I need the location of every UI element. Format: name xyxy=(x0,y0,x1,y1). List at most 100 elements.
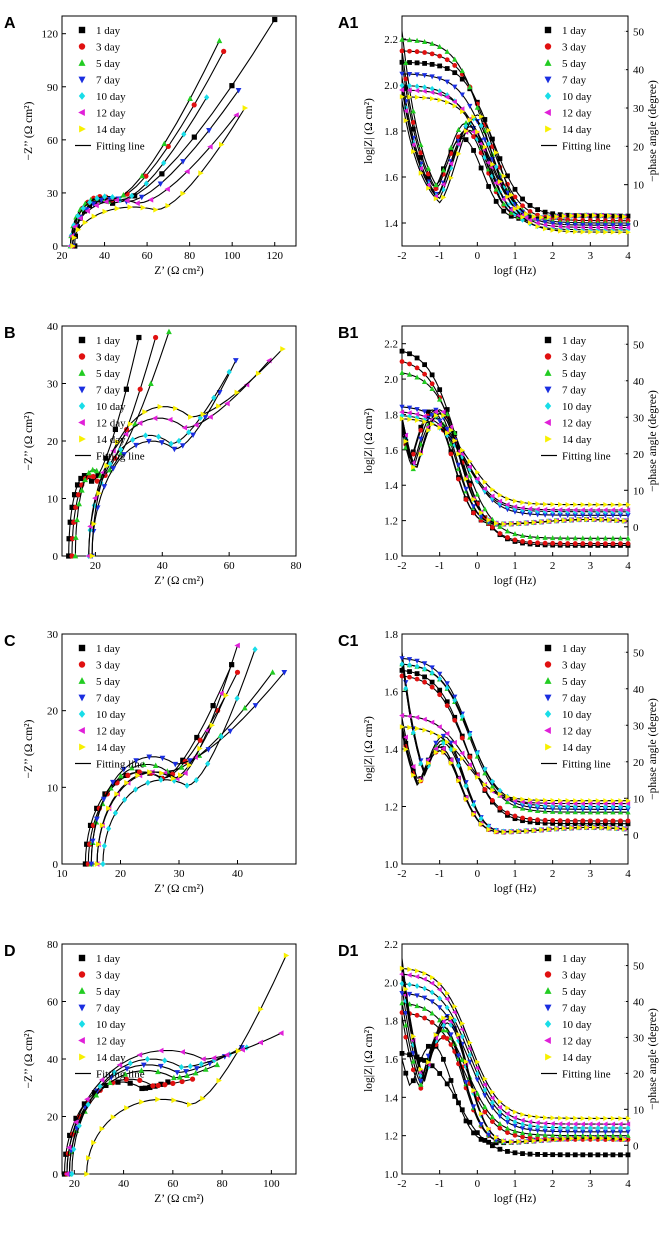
data-point xyxy=(89,838,96,845)
phase-point xyxy=(614,1136,620,1142)
phase-point xyxy=(569,1135,575,1142)
legend-label: 7 day xyxy=(562,385,587,397)
modulus-point xyxy=(549,223,555,229)
modulus-point xyxy=(557,507,563,513)
data-point xyxy=(159,770,165,777)
phase-point xyxy=(478,514,484,520)
modulus-point xyxy=(444,1081,450,1087)
data-point xyxy=(181,424,188,431)
x-axis-label: Z’ (Ω cm²) xyxy=(154,883,204,895)
modulus-point xyxy=(399,94,405,100)
data-point xyxy=(181,131,187,138)
modulus-point xyxy=(512,1128,518,1134)
modulus-point xyxy=(602,507,608,513)
legend-marker xyxy=(78,369,86,376)
modulus-point xyxy=(558,501,564,508)
legend-marker xyxy=(78,1020,86,1028)
modulus-point xyxy=(549,800,555,807)
legend-marker xyxy=(544,59,552,66)
modulus-point xyxy=(436,986,442,993)
data-point xyxy=(90,473,96,480)
modulus-point xyxy=(572,1125,578,1131)
modulus-point xyxy=(595,541,601,547)
phase-point xyxy=(486,517,492,523)
modulus-point xyxy=(610,502,616,508)
modulus-point xyxy=(610,513,616,519)
x-tick-label: 4 xyxy=(625,250,631,262)
modulus-point xyxy=(429,669,435,676)
modulus-point xyxy=(475,469,481,476)
x-tick-label: 60 xyxy=(167,1178,179,1190)
modulus-point xyxy=(460,1020,466,1027)
phase-point xyxy=(441,749,447,755)
legend-label: 10 day xyxy=(96,709,126,721)
data-point xyxy=(92,495,98,501)
modulus-point xyxy=(497,1125,503,1131)
data-point xyxy=(272,16,278,23)
y-tick-label: 2.0 xyxy=(384,977,398,989)
modulus-point xyxy=(422,674,427,680)
modulus-point xyxy=(399,712,405,719)
modulus-point xyxy=(414,355,420,361)
phase-point xyxy=(591,1135,597,1141)
modulus-point xyxy=(625,224,631,231)
modulus-point xyxy=(422,727,428,733)
modulus-point xyxy=(587,213,593,219)
modulus-point xyxy=(407,60,412,65)
phase-point xyxy=(448,427,454,433)
modulus-point xyxy=(535,817,540,823)
legend-marker xyxy=(79,743,86,751)
modulus-point xyxy=(459,1026,465,1032)
modulus-point xyxy=(414,1003,420,1009)
modulus-point xyxy=(406,972,412,978)
data-point xyxy=(94,195,100,202)
modulus-point xyxy=(444,426,450,432)
y2-tick-label: 40 xyxy=(633,65,645,77)
phase-point xyxy=(455,126,462,132)
modulus-point xyxy=(429,381,435,387)
modulus-point xyxy=(587,807,593,813)
y-tick-label: 40 xyxy=(47,1054,59,1066)
data-point xyxy=(145,779,151,786)
phase-point xyxy=(546,1137,552,1143)
modulus-point xyxy=(520,1121,525,1128)
phase-point xyxy=(607,517,613,523)
modulus-point xyxy=(467,458,473,464)
data-point xyxy=(269,669,276,675)
phase-point xyxy=(539,1137,545,1143)
phase-point xyxy=(411,772,417,778)
phase-point xyxy=(448,165,454,172)
data-point xyxy=(146,438,152,445)
modulus-point xyxy=(617,513,624,519)
phase-point xyxy=(463,137,469,143)
modulus-point xyxy=(490,524,495,530)
modulus-point xyxy=(437,687,443,693)
modulus-point xyxy=(610,1121,616,1127)
legend-label: 10 day xyxy=(96,1019,126,1031)
modulus-point xyxy=(557,535,563,541)
modulus-point xyxy=(399,36,405,42)
phase-point xyxy=(501,201,507,207)
modulus-point xyxy=(414,725,420,732)
data-point xyxy=(210,1055,217,1061)
data-point xyxy=(164,186,170,192)
x-tick-label: 120 xyxy=(266,250,283,262)
modulus-point xyxy=(407,416,413,422)
legend-marker xyxy=(78,987,86,994)
modulus-point xyxy=(535,212,540,218)
data-point xyxy=(76,500,82,507)
modulus-point xyxy=(565,228,571,235)
data-point xyxy=(218,690,224,697)
modulus-point xyxy=(444,48,450,54)
y2-tick-label: 30 xyxy=(633,412,645,424)
data-point xyxy=(99,822,106,829)
modulus-point xyxy=(557,512,563,519)
data-point xyxy=(112,809,119,817)
modulus-point xyxy=(610,800,616,807)
modulus-point xyxy=(610,535,616,541)
data-point xyxy=(167,416,173,423)
phase-point xyxy=(440,1018,446,1025)
x-tick-label: 1 xyxy=(512,560,518,572)
phase-point xyxy=(448,451,454,457)
data-point xyxy=(63,1171,70,1177)
